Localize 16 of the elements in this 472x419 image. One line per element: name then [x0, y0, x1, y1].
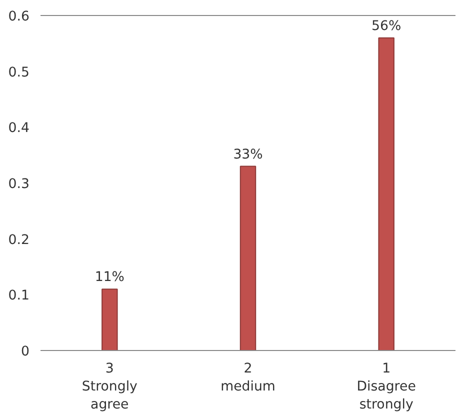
data-label: 33% — [233, 147, 263, 162]
data-label: 11% — [94, 270, 124, 286]
y-tick-label: 0.3 — [8, 177, 30, 192]
x-tick-label: 1 Disagree strongly — [356, 362, 416, 412]
y-tick-label: 0.6 — [8, 10, 30, 24]
y-tick-label: 0.1 — [8, 288, 30, 304]
x-tick-label: 2 medium — [220, 362, 276, 394]
bar — [102, 288, 118, 350]
y-tick-label: 0.5 — [8, 65, 30, 80]
y-tick-label: 0 — [21, 344, 30, 360]
data-label: 56% — [372, 18, 402, 34]
bar — [378, 37, 394, 350]
y-tick-label: 0.2 — [8, 232, 30, 248]
y-tick-label: 0.4 — [8, 121, 30, 136]
bar — [240, 166, 256, 350]
x-tick-label: 3 Strongly agree — [82, 362, 138, 412]
